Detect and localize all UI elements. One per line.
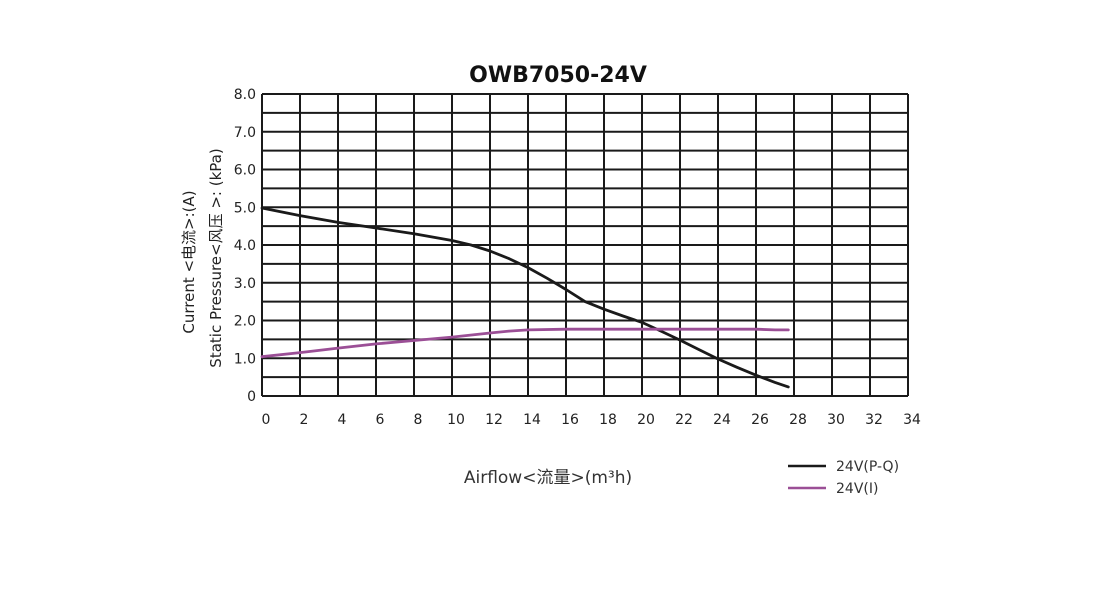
- y-tick-label: 3.0: [234, 276, 256, 292]
- y-axis-label-pressure: Static Pressure<风压 >: (kPa): [207, 148, 225, 367]
- x-axis-label: Airflow<流量>(m³h): [464, 468, 632, 488]
- x-tick-label: 34: [903, 412, 921, 428]
- x-tick-label: 14: [523, 412, 541, 428]
- y-tick-label: 5.0: [234, 200, 256, 216]
- x-tick-label: 0: [262, 412, 271, 428]
- legend-label-pq: 24V(P-Q): [836, 459, 899, 475]
- x-tick-label: 2: [300, 412, 309, 428]
- chart-title: OWB7050-24V: [469, 63, 647, 88]
- x-tick-label: 10: [447, 412, 465, 428]
- x-tick-label: 28: [789, 412, 807, 428]
- x-tick-label: 20: [637, 412, 655, 428]
- y-tick-label: 0: [247, 389, 256, 405]
- x-tick-label: 16: [561, 412, 579, 428]
- series-lines: [262, 208, 788, 387]
- series-line-pq: [262, 208, 788, 387]
- x-tick-label: 4: [338, 412, 347, 428]
- y-tick-label: 2.0: [234, 314, 256, 330]
- x-axis-ticks: 0 2 4 6 8 10 12 14 16 18 20 22 24 26 28 30 32 34: [262, 412, 921, 428]
- y-tick-label: 6.0: [234, 163, 256, 179]
- y-tick-label: 7.0: [234, 125, 256, 141]
- x-tick-label: 30: [827, 412, 845, 428]
- y-tick-label: 4.0: [234, 238, 256, 254]
- legend: 24V(P-Q) 24V(I): [788, 459, 899, 497]
- series-line-current: [262, 329, 788, 357]
- x-tick-label: 6: [376, 412, 385, 428]
- legend-label-current: 24V(I): [836, 481, 878, 497]
- x-tick-label: 18: [599, 412, 617, 428]
- y-tick-label: 8.0: [234, 87, 256, 103]
- x-tick-label: 12: [485, 412, 503, 428]
- plot-grid: [262, 94, 908, 396]
- x-tick-label: 24: [713, 412, 731, 428]
- x-tick-label: 22: [675, 412, 693, 428]
- x-tick-label: 32: [865, 412, 883, 428]
- x-tick-label: 8: [414, 412, 423, 428]
- y-axis-ticks: 0 1.0 2.0 3.0 4.0 5.0 6.0 7.0 8.0: [234, 87, 256, 405]
- y-axis-label-current: Current <电流>:(A): [180, 190, 198, 333]
- y-tick-label: 1.0: [234, 351, 256, 367]
- x-tick-label: 26: [751, 412, 769, 428]
